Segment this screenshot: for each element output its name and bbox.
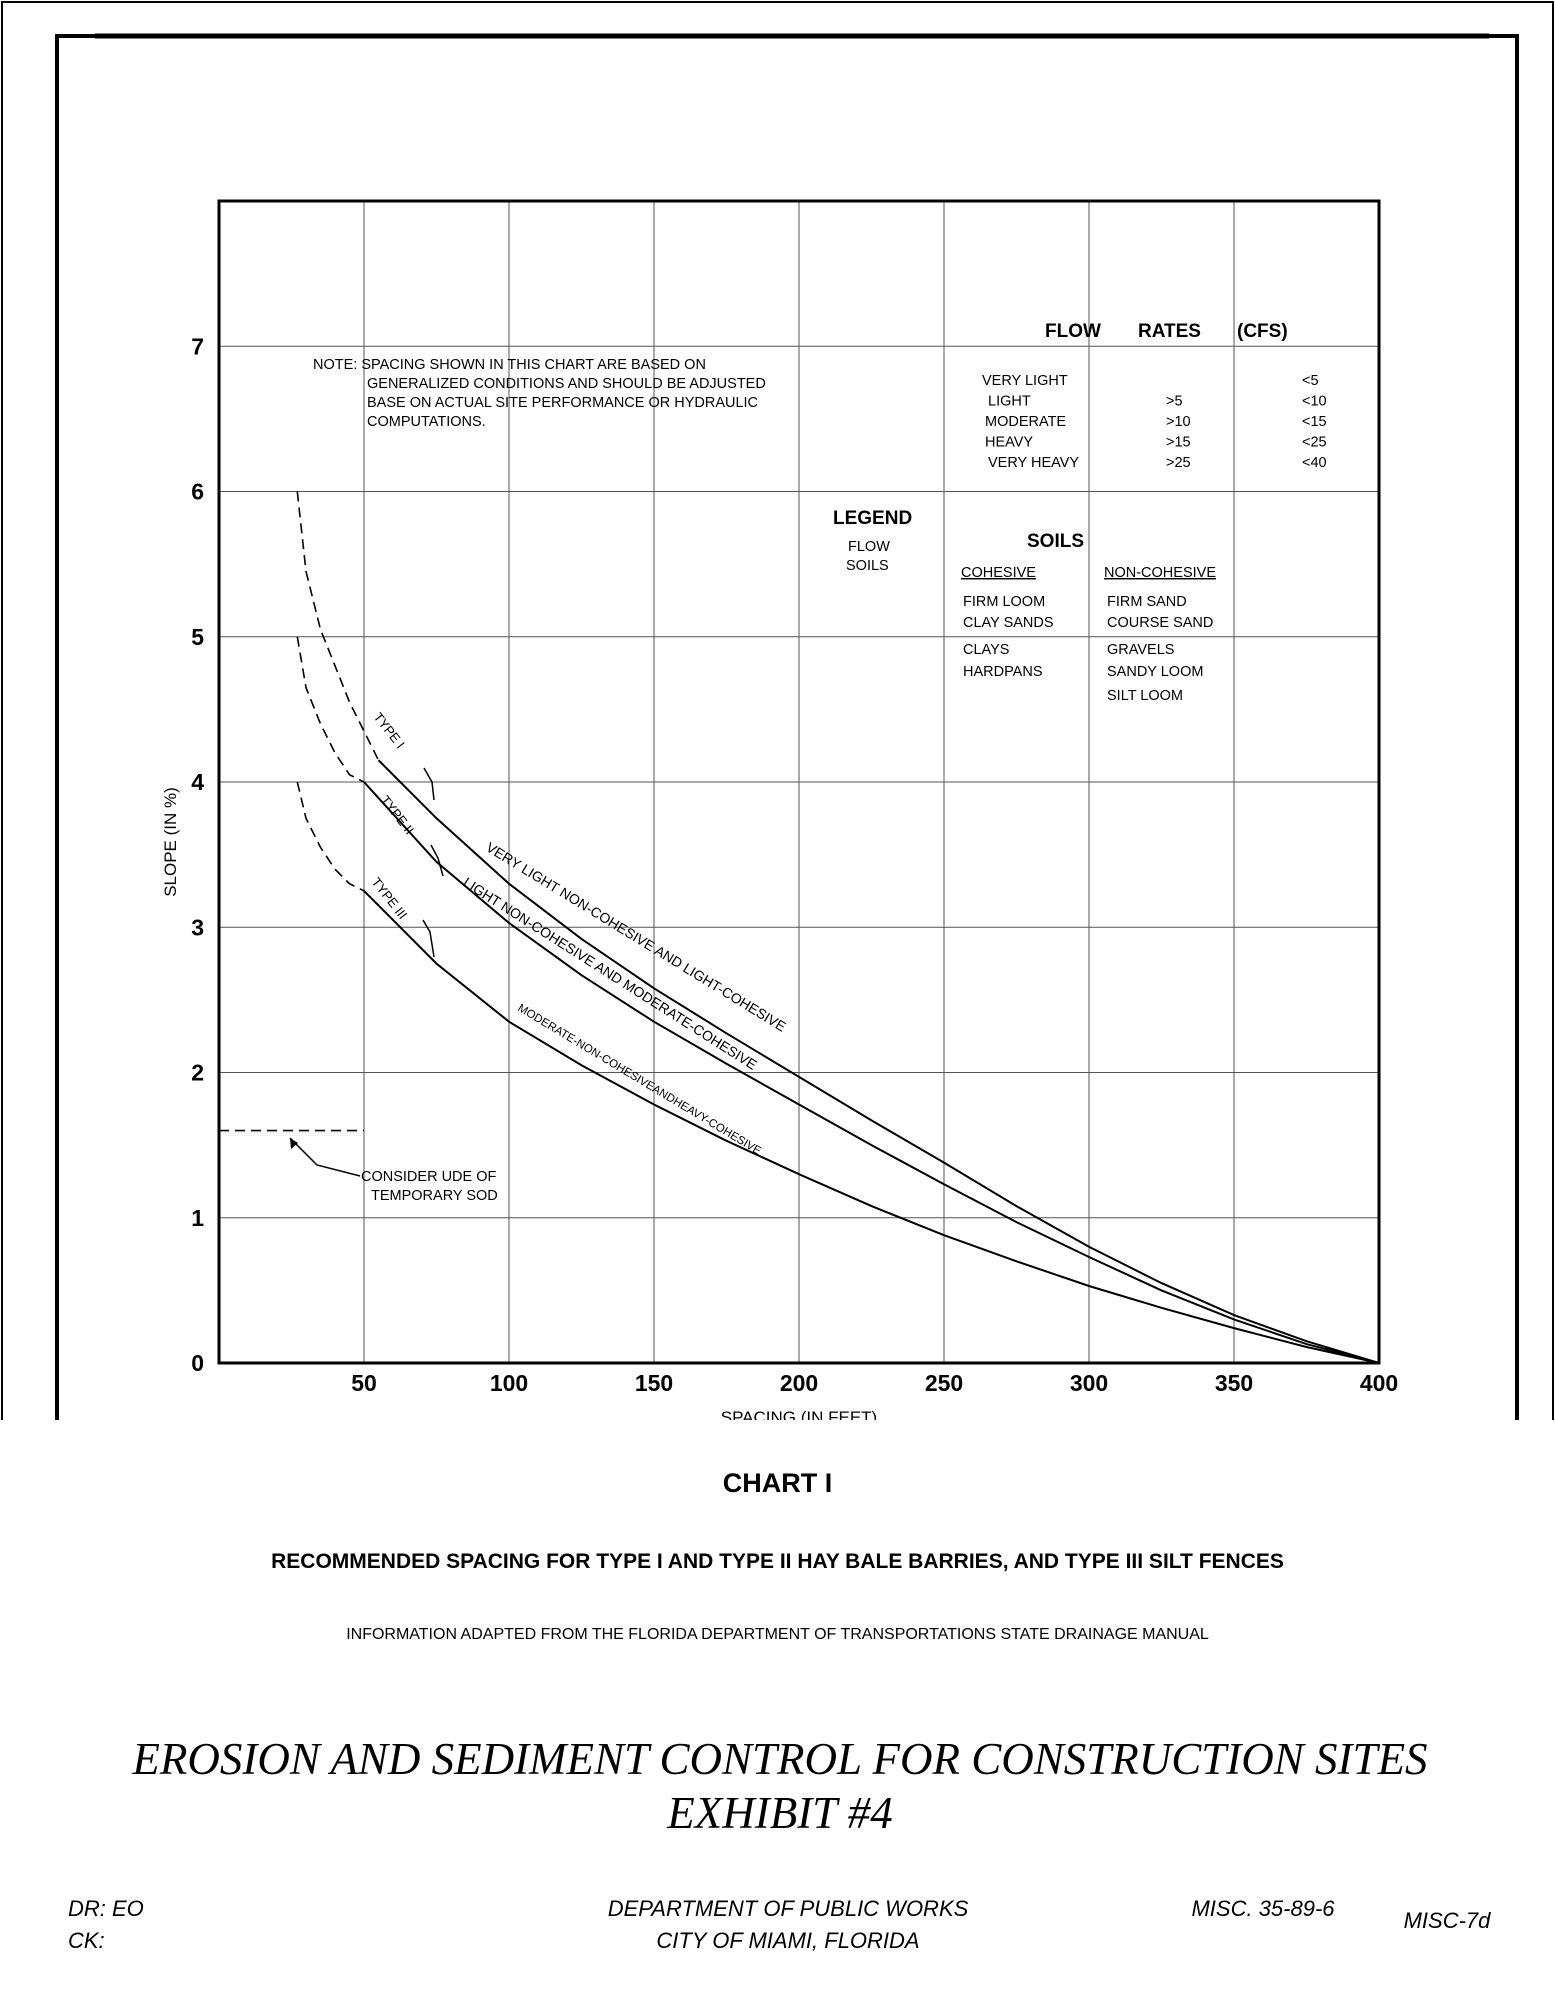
flow-rate-max: <40 xyxy=(1302,455,1327,471)
flow-rates-header: FLOW xyxy=(1045,321,1101,342)
type-leader-line xyxy=(430,844,444,877)
non-cohesive-soil: FIRM SAND xyxy=(1107,594,1187,610)
sheet-frame xyxy=(55,34,1519,1420)
document-title: EROSION AND SEDIMENT CONTROL FOR CONSTRU… xyxy=(132,1734,1428,1784)
flow-rate-label: VERY HEAVY xyxy=(988,455,1079,471)
city-name: CITY OF MIAMI, FLORIDA xyxy=(656,1928,920,1953)
exhibit-number: EXHIBIT #4 xyxy=(667,1788,893,1838)
chart-title: CHART I xyxy=(722,1468,833,1498)
chart: 50 100 150 200 250 300 350 400 0 1 2 3 4 5 6 7 SPACING (… xyxy=(1,1,1554,1420)
y-tick-label: 3 xyxy=(191,914,204,940)
non-cohesive-soil: GRAVELS xyxy=(1107,642,1174,658)
curve-description-label: LIGHT NON-COHESIVE AND MODERATE-COHESIVE xyxy=(460,874,759,1073)
curve-solid-type-2 xyxy=(363,781,1380,1364)
flow-rate-label: LIGHT xyxy=(988,394,1031,410)
flow-rate-min: >25 xyxy=(1166,455,1191,471)
flow-rate-label: VERY LIGHT xyxy=(982,373,1068,389)
cohesive-header: COHESIVE xyxy=(961,565,1036,581)
x-tick-label: 350 xyxy=(1215,1370,1253,1396)
x-tick-label: 200 xyxy=(780,1370,818,1396)
non-cohesive-soil: SILT LOOM xyxy=(1107,688,1183,704)
plot-frame xyxy=(217,199,1381,1365)
y-tick-label: 1 xyxy=(191,1205,204,1231)
misc-number: MISC. 35-89-6 xyxy=(1191,1896,1335,1921)
chart-subtitle: RECOMMENDED SPACING FOR TYPE I AND TYPE … xyxy=(271,1550,1284,1573)
x-tick-label: 400 xyxy=(1360,1370,1398,1396)
flow-rate-max: <10 xyxy=(1302,394,1327,410)
curve-dashed-type-2 xyxy=(296,636,365,783)
type-label: TYPE II xyxy=(378,793,417,838)
non-cohesive-header: NON-COHESIVE xyxy=(1104,565,1216,581)
legend-item: FLOW xyxy=(848,539,890,555)
page-border xyxy=(1,1,1554,1420)
cohesive-soil: CLAY SANDS xyxy=(963,615,1054,631)
drawn-by: DR: EO xyxy=(68,1896,144,1921)
curve-description-label: MODERATE-NON-COHESIVEANDHEAVY-COHESIVE xyxy=(515,1002,763,1157)
frames xyxy=(1,1,1554,1420)
y-tick-label: 6 xyxy=(191,479,204,505)
y-tick-label: 7 xyxy=(191,333,204,359)
y-tick-label: 4 xyxy=(191,769,204,795)
grid-lines xyxy=(219,201,1379,1363)
cohesive-soil: FIRM LOOM xyxy=(963,594,1045,610)
sod-label-line: CONSIDER UDE OF xyxy=(361,1169,496,1185)
cohesive-soil: HARDPANS xyxy=(963,664,1043,680)
non-cohesive-soil: COURSE SAND xyxy=(1107,615,1213,631)
flow-rates-header: RATES xyxy=(1138,321,1201,342)
legend-item: SOILS xyxy=(846,558,889,574)
x-tick-label: 150 xyxy=(635,1370,673,1396)
type-leader-line xyxy=(422,919,435,958)
soils-title: SOILS xyxy=(1027,531,1084,552)
x-tick-label: 300 xyxy=(1070,1370,1108,1396)
axis-ticks: 50 100 150 200 250 300 350 400 0 1 2 3 4 5 6 7 SPACING (… xyxy=(161,333,1398,1420)
y-tick-label: 0 xyxy=(191,1350,204,1376)
curve-solid-type-3 xyxy=(363,890,1380,1364)
note-line: GENERALIZED CONDITIONS AND SHOULD BE ADJ… xyxy=(367,376,766,392)
chart-source: INFORMATION ADAPTED FROM THE FLORIDA DEP… xyxy=(346,1626,1209,1643)
checked-by: CK: xyxy=(68,1928,105,1953)
chart-labels: NOTE: SPACING SHOWN IN THIS CHART ARE BA… xyxy=(313,321,1327,1204)
y-tick-label: 5 xyxy=(191,624,204,650)
legend-title: LEGEND xyxy=(833,508,912,529)
x-axis-label: SPACING (IN FEET) xyxy=(721,1408,877,1420)
flow-rate-max: <25 xyxy=(1302,435,1327,451)
type-leader-line xyxy=(423,767,435,801)
note-line: NOTE: SPACING SHOWN IN THIS CHART ARE BA… xyxy=(313,357,706,373)
curve-dashed-type-1 xyxy=(296,491,380,761)
type-label: TYPE III xyxy=(369,875,411,922)
flow-rate-min: >5 xyxy=(1166,394,1183,410)
flow-rate-min: >15 xyxy=(1166,435,1191,451)
x-tick-label: 50 xyxy=(351,1370,377,1396)
sod-leader-arrow xyxy=(290,1138,298,1149)
flow-rate-label: MODERATE xyxy=(985,414,1066,430)
curve-dashed-type-3 xyxy=(296,781,365,892)
flow-rate-label: HEAVY xyxy=(985,435,1033,451)
x-tick-label: 250 xyxy=(925,1370,963,1396)
non-cohesive-soil: SANDY LOOM xyxy=(1107,664,1203,680)
cohesive-soil: CLAYS xyxy=(963,642,1009,658)
note-line: COMPUTATIONS. xyxy=(367,414,486,430)
flow-rate-min: >10 xyxy=(1166,414,1191,430)
type-label: TYPE I xyxy=(371,710,408,752)
curve-solid-type-1 xyxy=(377,759,1380,1364)
sod-leader-line xyxy=(289,1137,361,1177)
sod-label-line: TEMPORARY SOD xyxy=(371,1188,498,1204)
department-name: DEPARTMENT OF PUBLIC WORKS xyxy=(607,1896,969,1921)
note-line: BASE ON ACTUAL SITE PERFORMANCE OR HYDRA… xyxy=(367,395,758,411)
sheet-code: MISC-7d xyxy=(1403,1908,1491,1933)
flow-rates-header: (CFS) xyxy=(1237,321,1288,342)
flow-rate-max: <5 xyxy=(1302,373,1319,389)
x-tick-label: 100 xyxy=(490,1370,528,1396)
y-axis-label: SLOPE (IN %) xyxy=(161,787,180,897)
y-tick-label: 2 xyxy=(191,1060,204,1086)
flow-rate-max: <15 xyxy=(1302,414,1327,430)
curves xyxy=(219,491,1380,1364)
